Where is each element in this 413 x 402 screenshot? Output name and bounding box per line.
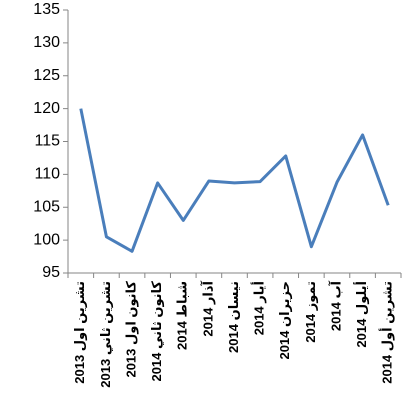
x-tick-label: تشرين أول 2014: [379, 281, 395, 384]
x-tick-label: كانون ثاني 2014: [149, 281, 164, 382]
x-tick-label: تشرين ثاني 2013: [98, 281, 113, 388]
x-tick-label: أيار 2014: [251, 281, 267, 335]
x-tick-label: آب 2014: [327, 280, 343, 331]
y-tick-label: 95: [42, 264, 60, 281]
y-tick-label: 130: [33, 34, 60, 51]
y-tick-label: 115: [34, 133, 60, 150]
x-tick-label: تموز 2014: [303, 281, 318, 343]
y-tick-label: 120: [33, 100, 60, 117]
y-tick-label: 110: [34, 166, 60, 183]
x-tick-label: نيسان 2014: [226, 281, 241, 353]
line: [79, 108, 390, 253]
y-tick-label: 100: [33, 231, 60, 248]
x-tick-label: تشرين اول 2013: [72, 281, 87, 384]
y-tick-label: 135: [33, 1, 60, 18]
x-tick-label: أيلول 2014: [353, 281, 369, 348]
x-tick-label: كانون اول 2013: [123, 281, 138, 378]
x-tick-label: آذار 2014: [199, 280, 215, 336]
y-tick-label: 105: [33, 198, 60, 215]
x-tick-label: حزيران 2014: [277, 281, 292, 360]
x-tick-label: شباط 2014: [175, 281, 190, 350]
y-tick-label: 125: [33, 67, 60, 84]
